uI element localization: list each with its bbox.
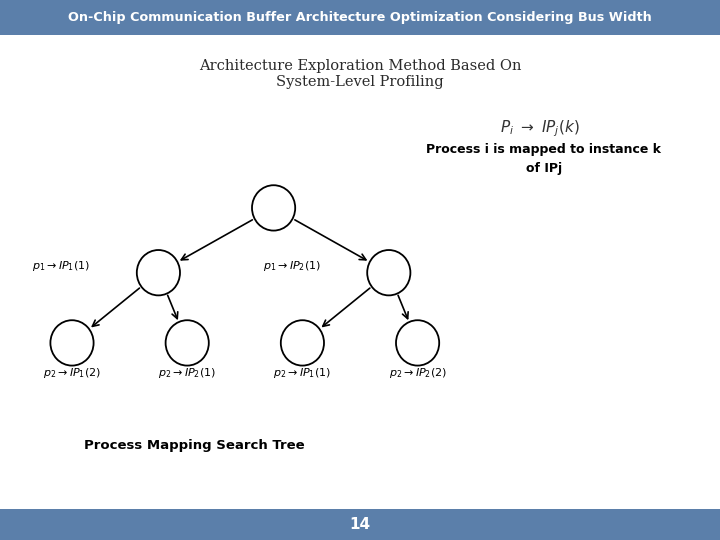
Text: Process Mapping Search Tree: Process Mapping Search Tree <box>84 439 305 452</box>
Text: $p_1\rightarrow IP_2(1)$: $p_1\rightarrow IP_2(1)$ <box>263 259 320 273</box>
Bar <box>0 0 720 35</box>
Text: $p_2\rightarrow IP_2(1)$: $p_2\rightarrow IP_2(1)$ <box>158 366 216 380</box>
Text: Architecture Exploration Method Based On: Architecture Exploration Method Based On <box>199 59 521 73</box>
Bar <box>0 509 720 540</box>
Text: $P_i\ \rightarrow\ IP_j(k)$: $P_i\ \rightarrow\ IP_j(k)$ <box>500 118 580 139</box>
Ellipse shape <box>137 250 180 295</box>
Ellipse shape <box>281 320 324 366</box>
Text: $p_1\rightarrow IP_1(1)$: $p_1\rightarrow IP_1(1)$ <box>32 259 90 273</box>
Text: Process i is mapped to instance k
of IPj: Process i is mapped to instance k of IPj <box>426 143 661 175</box>
Ellipse shape <box>396 320 439 366</box>
Text: System-Level Profiling: System-Level Profiling <box>276 75 444 89</box>
Text: $p_2\rightarrow IP_2(2)$: $p_2\rightarrow IP_2(2)$ <box>389 366 446 380</box>
Ellipse shape <box>166 320 209 366</box>
Ellipse shape <box>50 320 94 366</box>
Ellipse shape <box>367 250 410 295</box>
Text: $p_2\rightarrow IP_1(2)$: $p_2\rightarrow IP_1(2)$ <box>43 366 101 380</box>
Text: 14: 14 <box>349 517 371 532</box>
Ellipse shape <box>252 185 295 231</box>
Text: On-Chip Communication Buffer Architecture Optimization Considering Bus Width: On-Chip Communication Buffer Architectur… <box>68 11 652 24</box>
Text: $p_2\rightarrow IP_1(1)$: $p_2\rightarrow IP_1(1)$ <box>274 366 331 380</box>
